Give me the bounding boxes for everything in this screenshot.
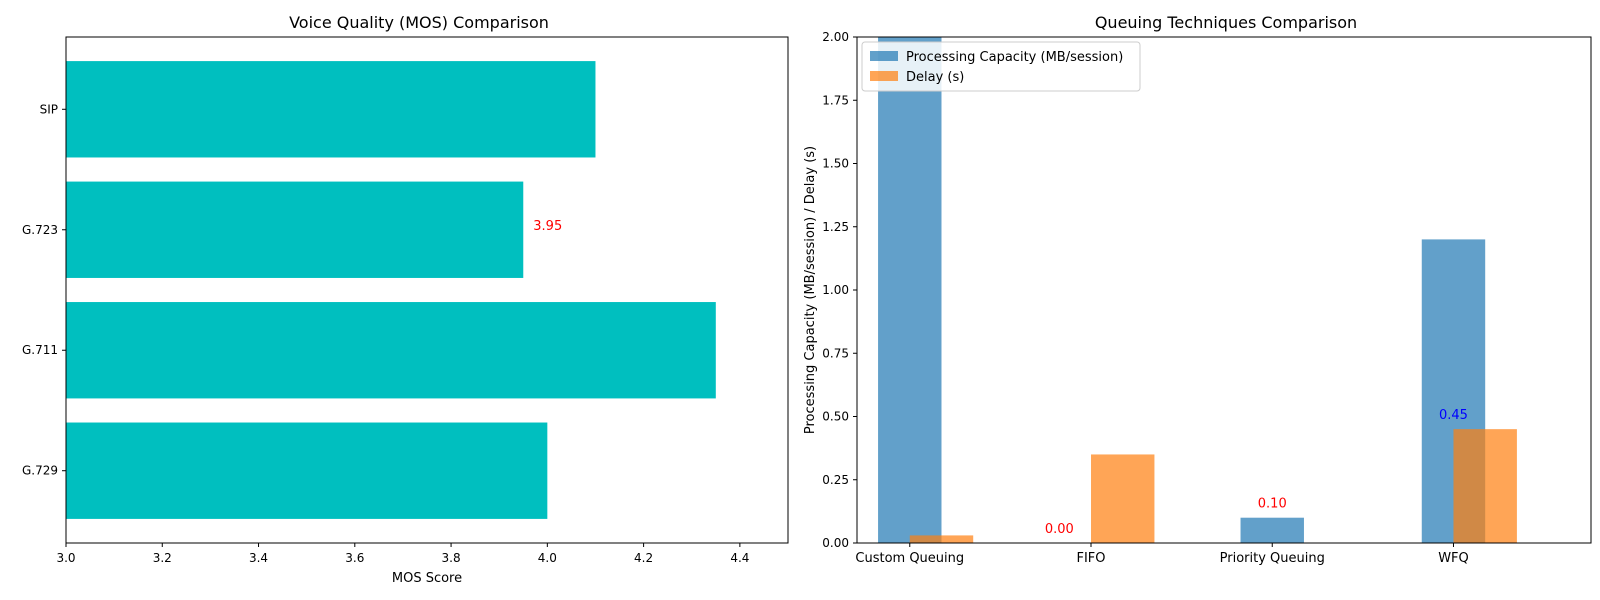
capacity-bar (1240, 517, 1304, 543)
delay-bar (909, 535, 974, 543)
queuing-y-axis-label: Processing Capacity (MB/session) / Delay… (803, 146, 818, 434)
queuing-x-ticks: Custom Queuing FIFO Priority Queuing WFQ (855, 543, 1469, 566)
mos-annotations: 3.95 (533, 219, 562, 234)
mos-y-tick-label: SIP (40, 102, 58, 116)
mos-annotation: 3.95 (533, 219, 562, 234)
mos-y-ticks: SIP G.723 G.711 G.729 (22, 102, 66, 478)
queuing-y-tick-label: 1.50 (822, 157, 849, 171)
queuing-y-tick-label: 0.75 (822, 346, 849, 360)
mos-x-ticks: 3.0 3.2 3.4 3.6 3.8 4.0 4.2 4.4 (56, 543, 749, 565)
mos-x-axis-label: MOS Score (392, 571, 462, 586)
mos-y-tick-label: G.729 (22, 464, 58, 478)
queuing-chart-title: Queuing Techniques Comparison (1095, 13, 1357, 32)
mos-y-tick-label: G.711 (22, 343, 58, 357)
queuing-annotation: 0.10 (1258, 497, 1287, 512)
legend-label: Delay (s) (906, 70, 964, 85)
legend-swatch (870, 51, 898, 61)
legend-box (861, 41, 1141, 92)
queuing-bars (878, 37, 1517, 543)
mos-chart: Voice Quality (MOS) Comparison 3.95 SIP G… (22, 13, 789, 586)
queuing-y-tick-label: 0.00 (822, 536, 849, 550)
mos-bar (66, 61, 596, 158)
queuing-y-tick-label: 0.25 (822, 473, 849, 487)
mos-x-tick-label: 3.8 (442, 551, 461, 565)
queuing-y-tick-label: 1.00 (822, 283, 849, 297)
queuing-y-ticks: 0.00 0.25 0.50 0.75 1.00 1.25 1.50 1.75 2.00 (822, 30, 857, 550)
mos-x-tick-label: 4.2 (634, 551, 653, 565)
mos-x-tick-label: 4.0 (538, 551, 557, 565)
queuing-plot-frame (856, 36, 1592, 544)
queuing-y-tick-label: 1.25 (822, 220, 849, 234)
delay-bar (1091, 454, 1155, 543)
queuing-annotation: 0.00 (1045, 522, 1074, 537)
queuing-annotation: 0.45 (1439, 408, 1468, 423)
mos-chart-title: Voice Quality (MOS) Comparison (289, 13, 549, 32)
mos-bars (66, 61, 716, 519)
queuing-x-tick-label: Priority Queuing (1220, 551, 1325, 566)
mos-bar (66, 302, 716, 399)
mos-bar (66, 422, 548, 519)
queuing-chart: Queuing Techniques Comparison 0.000.100.… (803, 13, 1592, 566)
queuing-legend: Processing Capacity (MB/session) Delay (s… (861, 41, 1141, 92)
queuing-x-tick-label: Custom Queuing (855, 551, 964, 566)
queuing-x-tick-label: WFQ (1438, 551, 1469, 566)
mos-x-tick-label: 3.0 (56, 551, 75, 565)
mos-plot-frame (65, 36, 789, 544)
mos-x-tick-label: 3.6 (345, 551, 364, 565)
mos-x-tick-label: 3.4 (249, 551, 268, 565)
queuing-y-tick-label: 0.50 (822, 410, 849, 424)
legend-label: Processing Capacity (MB/session) (906, 50, 1123, 65)
mos-bar (66, 181, 524, 278)
mos-x-tick-label: 3.2 (153, 551, 172, 565)
mos-x-tick-label: 4.4 (730, 551, 749, 565)
delay-bar (1453, 429, 1517, 543)
queuing-y-tick-label: 2.00 (822, 30, 849, 44)
queuing-y-tick-label: 1.75 (822, 93, 849, 107)
queuing-annotations: 0.00 0.10 0.45 (1045, 408, 1468, 537)
mos-y-tick-label: G.723 (22, 223, 58, 237)
queuing-x-tick-label: FIFO (1076, 551, 1105, 566)
capacity-bar (878, 37, 942, 543)
legend-swatch (870, 71, 898, 81)
